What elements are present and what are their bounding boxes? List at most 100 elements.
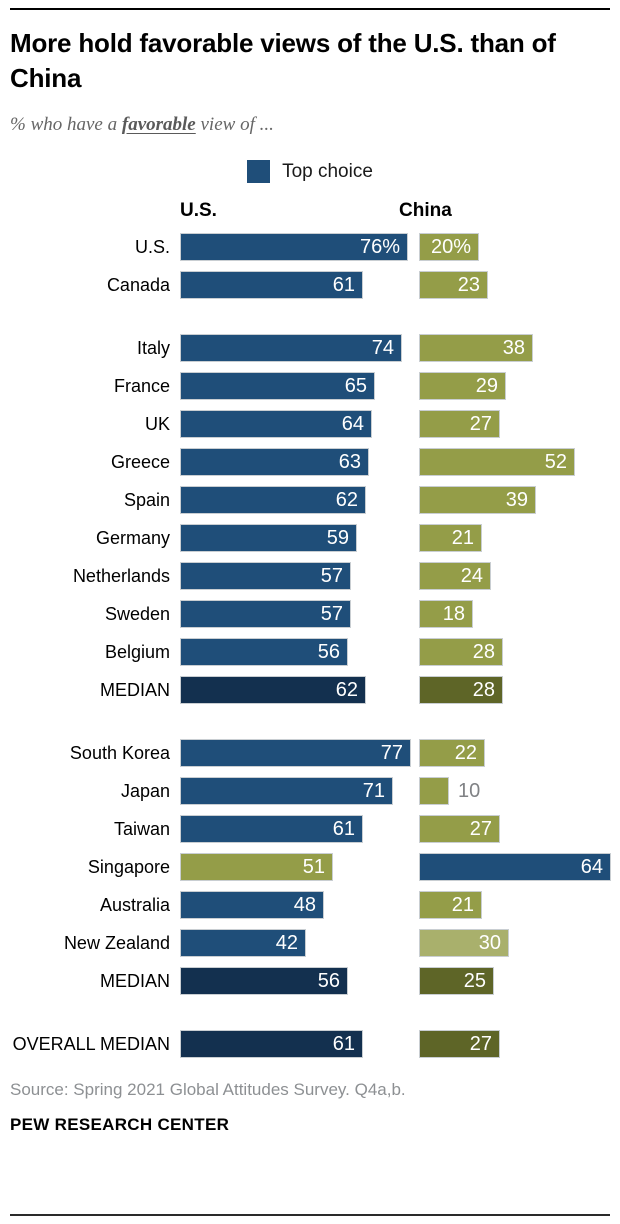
us-bar-track: 62 [180, 676, 419, 704]
us-bar-value: 48 [293, 893, 316, 916]
row-label: Australia [99, 894, 170, 915]
us-bar-value: 61 [332, 817, 355, 840]
row-label: Spain [123, 489, 170, 510]
us-bar: 61 [180, 271, 363, 299]
subtitle-suffix: view of ... [195, 114, 274, 135]
china-bar: 24 [419, 562, 491, 590]
china-bar-track: 38 [419, 334, 610, 362]
china-bar-track: 24 [419, 562, 610, 590]
table-row: UK 64 27 [10, 410, 610, 438]
china-bar-track: 18 [419, 600, 610, 628]
table-row: MEDIAN 62 28 [10, 676, 610, 704]
china-bar: 27 [419, 410, 500, 438]
china-bar-track: 27 [419, 410, 610, 438]
chart-section: South Korea 77 22 Japan 71 10 Taiwan 61 27 Singap… [10, 739, 611, 995]
row-label: MEDIAN [99, 970, 170, 991]
china-bar: 21 [419, 524, 482, 552]
us-bar-value: 76% [359, 235, 400, 258]
china-bar-track: 21 [419, 891, 610, 919]
china-bar-value: 25 [463, 969, 486, 992]
chart-section: Italy 74 38 France 65 29 UK 64 27 Greece 63 52 Spain… [10, 334, 610, 704]
us-bar-track: 61 [180, 1030, 419, 1058]
china-bar [419, 777, 449, 805]
us-bar-value: 61 [332, 273, 355, 296]
china-bar: 27 [419, 815, 500, 843]
china-bar-value: 18 [442, 602, 465, 625]
row-label: Belgium [104, 641, 170, 662]
china-bar-value: 24 [460, 564, 483, 587]
brand-name: PEW RESEARCH CENTER [10, 1115, 230, 1134]
china-bar: 25 [419, 967, 494, 995]
china-bar-value: 22 [454, 741, 477, 764]
table-row: Sweden 57 18 [10, 600, 610, 628]
table-row: New Zealand 42 30 [10, 929, 610, 957]
row-label: U.S. [134, 236, 170, 257]
us-bar: 57 [180, 600, 351, 628]
us-bar-track: 57 [180, 562, 419, 590]
us-bar-track: 65 [180, 372, 419, 400]
us-bar-value: 42 [275, 931, 298, 954]
china-bar-value: 28 [472, 640, 495, 663]
chart-section: U.S. 76% 20% Canada 61 23 [10, 233, 610, 299]
china-bar-track: 21 [419, 524, 610, 552]
row-label: OVERALL MEDIAN [12, 1033, 170, 1054]
china-bar-track: 28 [419, 638, 610, 666]
us-bar: 59 [180, 524, 357, 552]
legend-label: Top choice [282, 160, 373, 182]
china-bar-track: 27 [419, 815, 610, 843]
row-label: Taiwan [113, 818, 170, 839]
us-bar-value: 65 [344, 374, 367, 397]
table-row: Singapore 51 64 [10, 853, 611, 881]
china-bar-value: 28 [472, 678, 495, 701]
row-label: Canada [106, 274, 170, 295]
us-bar-value: 56 [317, 640, 340, 663]
us-bar-track: 63 [180, 448, 419, 476]
row-label: New Zealand [63, 932, 170, 953]
table-row: Germany 59 21 [10, 524, 610, 552]
row-label: MEDIAN [99, 679, 170, 700]
china-bar: 52 [419, 448, 575, 476]
us-bar-track: 61 [180, 271, 419, 299]
column-header-us: U.S. [180, 200, 217, 221]
us-bar: 77 [180, 739, 411, 767]
row-label: UK [144, 413, 170, 434]
us-bar: 71 [180, 777, 393, 805]
china-bar: 38 [419, 334, 533, 362]
row-label: Singapore [87, 856, 170, 877]
row-label: Sweden [104, 603, 170, 624]
us-bar: 64 [180, 410, 372, 438]
us-bar: 76% [180, 233, 408, 261]
subtitle-prefix: % who have a [10, 114, 122, 135]
table-row: MEDIAN 56 25 [10, 967, 610, 995]
us-bar: 74 [180, 334, 402, 362]
china-bar-track: 29 [419, 372, 610, 400]
table-row: Canada 61 23 [10, 271, 610, 299]
us-bar-track: 61 [180, 815, 419, 843]
china-bar-track: 22 [419, 739, 610, 767]
us-bar-track: 51 [180, 853, 419, 881]
china-bar: 28 [419, 676, 503, 704]
us-bar-track: 64 [180, 410, 419, 438]
china-bar-track: 10 [419, 777, 610, 805]
us-bar-track: 77 [180, 739, 419, 767]
table-row: Belgium 56 28 [10, 638, 610, 666]
us-bar-track: 42 [180, 929, 419, 957]
china-bar-value: 27 [469, 1032, 492, 1055]
us-bar-value: 63 [338, 450, 361, 473]
table-row: France 65 29 [10, 372, 610, 400]
us-bar-track: 56 [180, 638, 419, 666]
china-bar: 18 [419, 600, 473, 628]
legend-swatch-icon [247, 160, 271, 183]
us-bar: 51 [180, 853, 333, 881]
us-bar-value: 64 [341, 412, 364, 435]
column-header-spacer [10, 200, 180, 222]
china-bar: 21 [419, 891, 482, 919]
china-bar: 27 [419, 1030, 500, 1058]
page-title: More hold favorable views of the U.S. th… [10, 28, 556, 93]
us-bar: 62 [180, 486, 366, 514]
us-bar-value: 56 [317, 969, 340, 992]
us-bar-value: 71 [362, 779, 385, 802]
us-bar-value: 59 [326, 526, 349, 549]
column-header-china: China [399, 200, 452, 221]
china-bar-value: 27 [469, 817, 492, 840]
